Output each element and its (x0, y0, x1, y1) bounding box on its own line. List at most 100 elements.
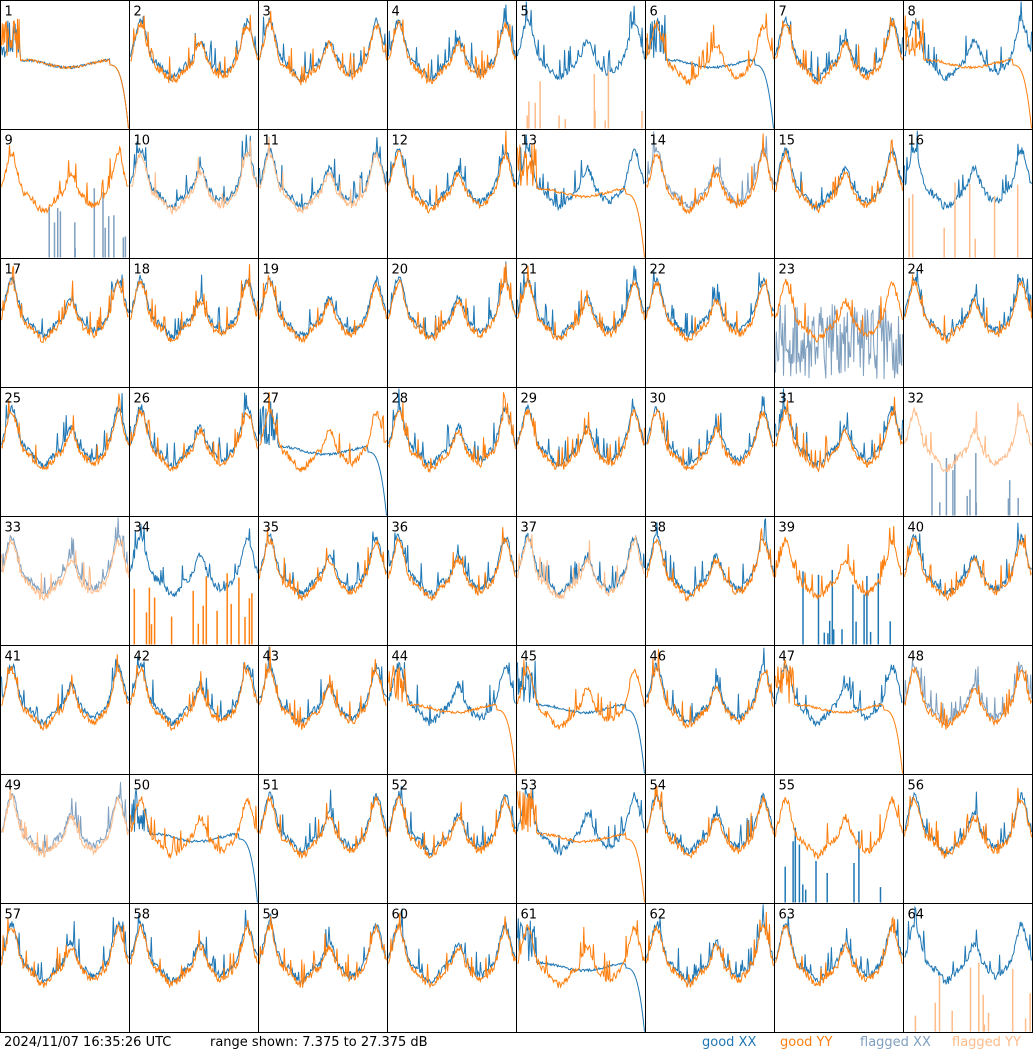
range-text: range shown: 7.375 to 27.375 dB (210, 1035, 428, 1050)
yy-good-series (517, 659, 645, 730)
yy-good-series (388, 19, 516, 85)
yy-good-series (259, 391, 387, 473)
xx-good-series (517, 532, 645, 597)
yy-good-series (517, 265, 645, 341)
panel-frame (903, 774, 1033, 904)
panel-16: 16 (903, 129, 1033, 259)
footer: 2024/11/07 16:35:26 UTC range shown: 7.3… (0, 1033, 1033, 1053)
panel-10: 10 (129, 129, 259, 259)
panel-frame (258, 387, 388, 517)
panel-frame (0, 516, 130, 646)
xx-good-series (517, 787, 645, 856)
panel-label: 19 (263, 263, 280, 278)
panel-frame (774, 516, 904, 646)
panel-label: 3 (263, 5, 271, 20)
panel-frame (903, 903, 1033, 1033)
xx-good-series (130, 524, 258, 598)
panel-60: 60 (387, 903, 517, 1033)
panel-frame (387, 258, 517, 388)
panel-frame (774, 387, 904, 517)
panel-17: 17 (0, 258, 130, 388)
xx-good-series (259, 913, 387, 985)
panel-2: 2 (129, 0, 259, 130)
panel-label: 42 (134, 650, 151, 665)
yy-good-series (1, 265, 129, 344)
panel-7: 7 (774, 0, 904, 130)
panel-label: 55 (779, 779, 796, 794)
yy-good-series (130, 662, 258, 732)
yy-flagged-series (130, 140, 258, 216)
panel-54: 54 (645, 774, 775, 904)
panel-32: 32 (903, 387, 1033, 517)
panel-label: 27 (263, 392, 280, 407)
yy-good-series (259, 916, 387, 988)
panel-label: 15 (779, 134, 796, 149)
yy-good-series (259, 796, 387, 860)
yy-good-series (130, 408, 258, 472)
panel-label: 50 (134, 779, 151, 794)
panel-frame (258, 516, 388, 646)
panel-frame (387, 387, 517, 517)
panel-5: 5 (516, 0, 646, 130)
yy-good-series (646, 13, 774, 86)
yy-good-series (130, 796, 258, 859)
panel-3: 3 (258, 0, 388, 130)
panel-label: 60 (392, 908, 409, 923)
panel-30: 30 (645, 387, 775, 517)
panel-label: 13 (521, 134, 538, 149)
yy-good-series (1, 654, 129, 731)
panel-42: 42 (129, 645, 259, 775)
panel-frame (258, 129, 388, 259)
panel-label: 36 (392, 521, 409, 536)
yy-good-series (646, 408, 774, 471)
yy-good-series (646, 528, 774, 602)
panel-label: 35 (263, 521, 280, 536)
panel-label: 48 (908, 650, 925, 665)
panel-frame (516, 903, 646, 1033)
panel-frame (516, 258, 646, 388)
yy-good-series (1, 393, 129, 471)
panel-37: 37 (516, 516, 646, 646)
panel-label: 21 (521, 263, 538, 278)
yy-flagged-series (517, 534, 645, 600)
panel-label: 58 (134, 908, 151, 923)
panel-55: 55 (774, 774, 904, 904)
yy-good-series (775, 916, 903, 987)
yy-good-series (517, 790, 645, 903)
yy-good-series (646, 279, 774, 343)
yy-good-series (1, 18, 129, 129)
panel-49: 49 (0, 774, 130, 904)
xx-good-series (517, 398, 645, 468)
panel-51: 51 (258, 774, 388, 904)
panel-label: 30 (650, 392, 667, 407)
yy-good-series (904, 274, 1032, 345)
xx-good-series (130, 134, 258, 211)
panel-64: 64 (903, 903, 1033, 1033)
panel-label: 47 (779, 650, 796, 665)
panel-label: 32 (908, 392, 925, 407)
panel-25: 25 (0, 387, 130, 517)
panel-28: 28 (387, 387, 517, 517)
panel-29: 29 (516, 387, 646, 517)
yy-good-series (646, 785, 774, 859)
panel-frame (903, 645, 1033, 775)
panel-label: 45 (521, 650, 538, 665)
panel-22: 22 (645, 258, 775, 388)
panel-frame (129, 903, 259, 1033)
panel-19: 19 (258, 258, 388, 388)
panel-label: 62 (650, 908, 667, 923)
panel-frame (0, 258, 130, 388)
panel-4: 4 (387, 0, 517, 130)
panel-15: 15 (774, 129, 904, 259)
panel-36: 36 (387, 516, 517, 646)
panel-53: 53 (516, 774, 646, 904)
yy-good-series (904, 534, 1032, 602)
panel-frame (258, 645, 388, 775)
panel-frame (645, 258, 775, 388)
panel-label: 41 (5, 650, 22, 665)
xx-flagged-series (904, 660, 1032, 726)
panel-label: 2 (134, 5, 142, 20)
panel-frame (516, 0, 646, 130)
panel-52: 52 (387, 774, 517, 904)
panel-56: 56 (903, 774, 1033, 904)
